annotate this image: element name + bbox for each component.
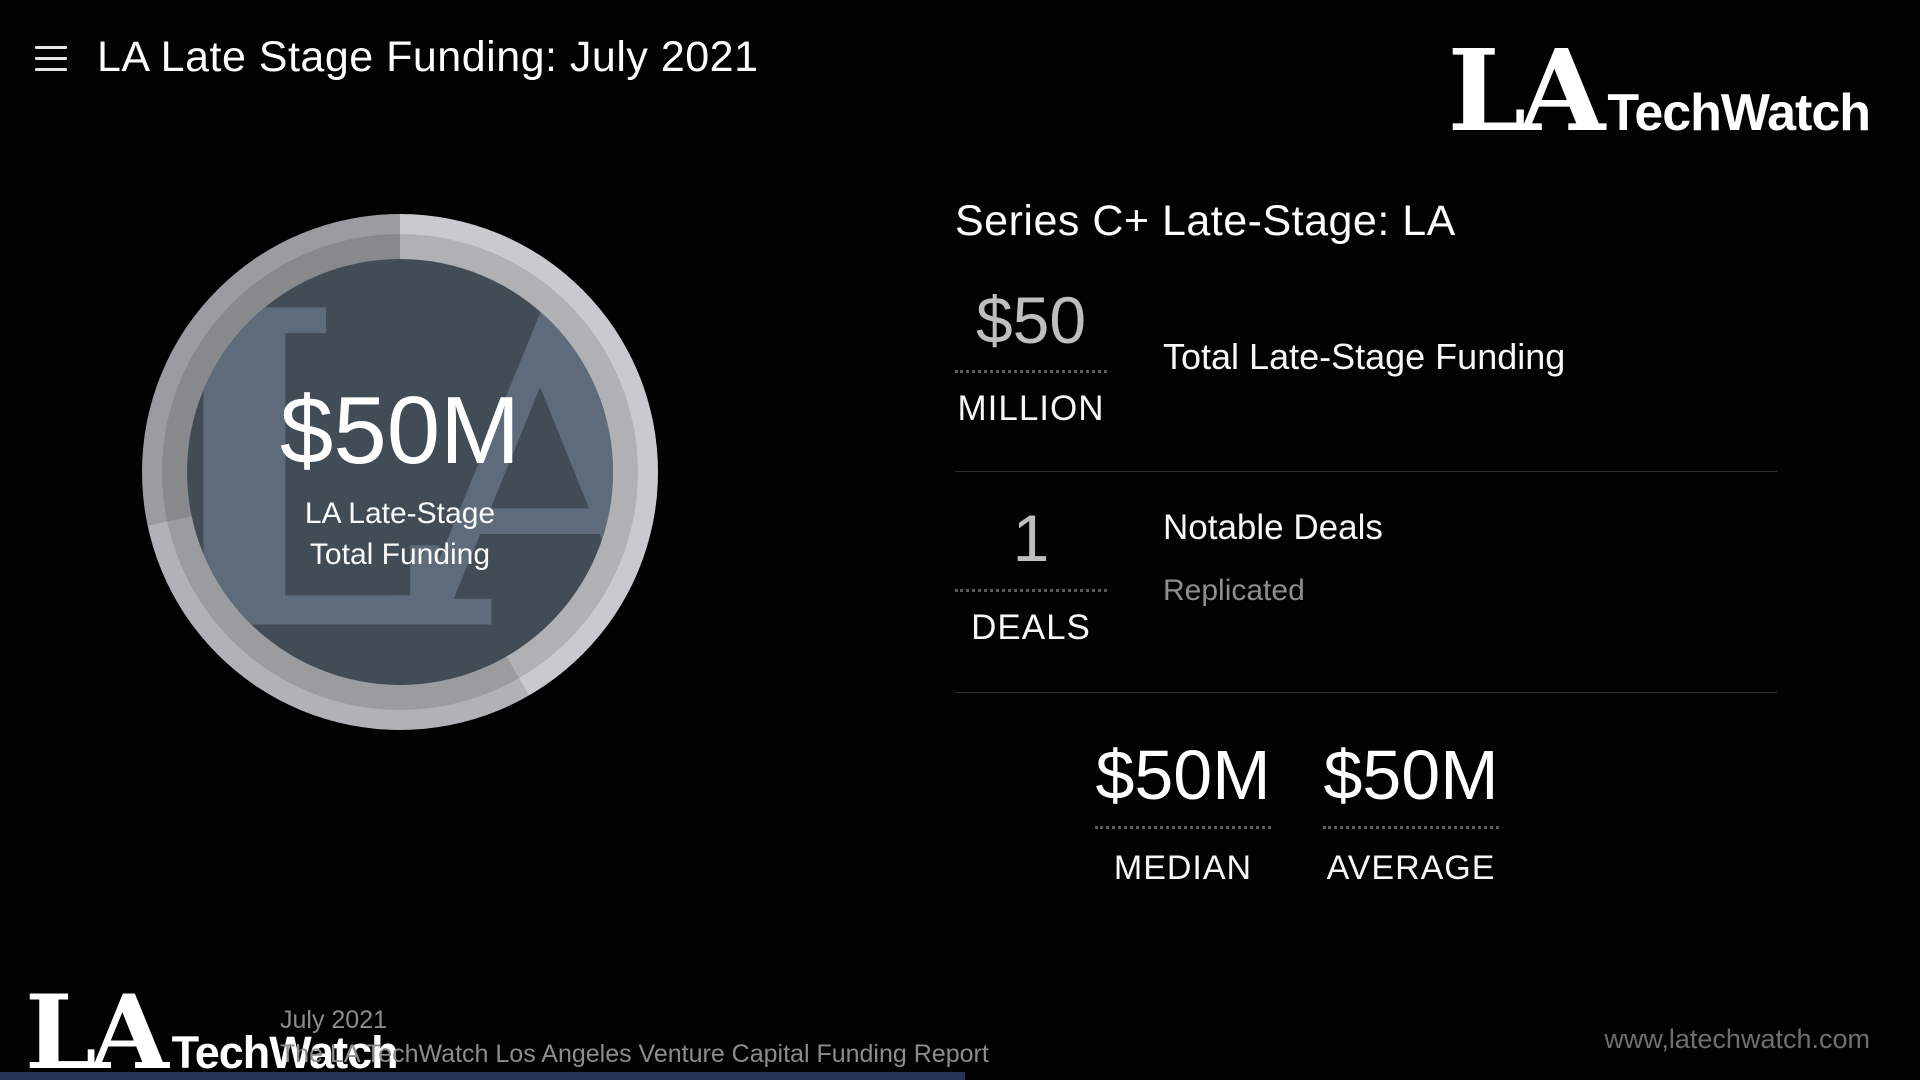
total-funding-value: $50M xyxy=(279,376,521,484)
stat-col-total-funding: $50 MILLION xyxy=(955,282,1107,430)
total-funding-label-line1: LA Late-Stage xyxy=(304,496,496,530)
divider-line xyxy=(955,691,1777,693)
total-funding-label: LA Late-Stage Total Funding xyxy=(280,493,520,576)
latechwatch-logo-footer: LA TechWatch xyxy=(25,973,399,1080)
dotted-separator xyxy=(955,588,1107,592)
footer-report-title: The LA TechWatch Los Angeles Venture Cap… xyxy=(280,1039,989,1068)
stat-value-total: $50 xyxy=(975,282,1087,357)
notable-deal-name: Replicated xyxy=(1163,574,1305,608)
stat-unit-million: MILLION xyxy=(957,389,1105,429)
divider-line xyxy=(955,471,1777,473)
latechwatch-logo-header: LA TechWatch xyxy=(1447,26,1871,157)
funding-donut-chart: LA $50M LA Late-Stage Total Funding xyxy=(142,214,658,730)
stat-value-deals: 1 xyxy=(1012,501,1050,576)
average-label: AVERAGE xyxy=(1326,848,1496,887)
stat-unit-deals: DEALS xyxy=(971,607,1091,647)
logo-la-monogram: LA xyxy=(25,973,169,1080)
total-funding-label-line2: Total Funding xyxy=(309,538,491,571)
logo-techwatch-wordmark: TechWatch xyxy=(171,1027,399,1078)
logo-techwatch-wordmark: TechWatch xyxy=(1607,84,1871,142)
dotted-separator xyxy=(1323,825,1499,829)
footer-website: www,latechwatch.com xyxy=(1604,1024,1870,1054)
page-title: LA Late Stage Funding: July 2021 xyxy=(97,33,759,81)
donut-center-text: $50M LA Late-Stage Total Funding xyxy=(279,376,521,576)
notable-deals-label: Notable Deals xyxy=(1163,508,1383,548)
stat-row-total-funding: $50 MILLION Total Late-Stage Funding xyxy=(955,282,1777,430)
hamburger-menu-icon[interactable] xyxy=(35,46,67,72)
stat-label-total-funding: Total Late-Stage Funding xyxy=(1163,335,1566,377)
median-label: MEDIAN xyxy=(1113,848,1253,887)
footer-report-info: July 2021 The LA TechWatch Los Angeles V… xyxy=(280,1004,989,1072)
dotted-separator xyxy=(1095,825,1271,829)
logo-la-monogram: LA xyxy=(1447,26,1605,157)
stat-labels-deals: Notable Deals Replicated xyxy=(1163,508,1383,608)
median-value: $50M xyxy=(1095,735,1271,814)
la-watermark: LA xyxy=(187,259,613,685)
stat-col-deals: 1 DEALS xyxy=(955,502,1107,648)
summary-col-median: $50M MEDIAN xyxy=(1095,735,1271,888)
stat-row-deals: 1 DEALS Notable Deals Replicated xyxy=(955,502,1777,648)
panel-heading: Series C+ Late-Stage: LA xyxy=(955,197,1456,245)
summary-row: $50M MEDIAN $50M AVERAGE xyxy=(1095,735,1777,888)
average-value: $50M xyxy=(1323,735,1499,814)
stats-panel: Series C+ Late-Stage: LA $50 MILLION Tot… xyxy=(955,196,1777,888)
footer-period: July 2021 xyxy=(280,1006,388,1034)
summary-col-average: $50M AVERAGE xyxy=(1323,735,1499,888)
bottom-accent-strip xyxy=(0,1072,965,1080)
dotted-separator xyxy=(955,370,1107,374)
donut-center: LA $50M LA Late-Stage Total Funding xyxy=(187,259,613,685)
